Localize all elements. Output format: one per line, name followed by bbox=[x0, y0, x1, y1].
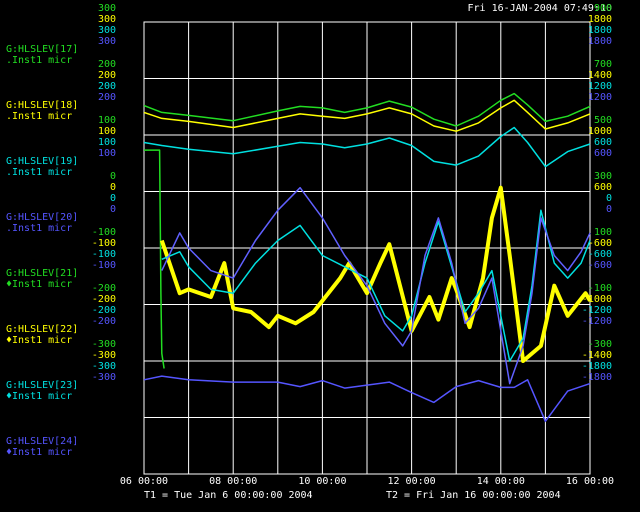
legend-name: G:HLSLEV[21] bbox=[6, 268, 78, 279]
x-tick-label: 08 00:00 bbox=[209, 476, 257, 487]
left-axis-tick: 300 bbox=[98, 14, 116, 25]
right-axis-tick: -1400 bbox=[582, 350, 612, 361]
left-axis-tick: -200 bbox=[92, 283, 116, 294]
series-line-19 bbox=[143, 126, 591, 168]
left-axis-tick: 0 bbox=[110, 193, 116, 204]
left-axis-tick: -100 bbox=[92, 249, 116, 260]
left-axis-tick: 100 bbox=[98, 148, 116, 159]
left-axis-tick: 0 bbox=[110, 204, 116, 215]
legend-desc: .Inst1 micr bbox=[6, 55, 72, 66]
x-axis-ticks: 06 00:00 08 00:00 10 00:00 12 00:00 14 00:00… bbox=[120, 476, 614, 487]
left-axis-tick: 100 bbox=[98, 126, 116, 137]
series-line-21 bbox=[144, 149, 165, 369]
legend-name: G:HLSLEV[20] bbox=[6, 212, 78, 223]
left-axis-tick: -200 bbox=[92, 305, 116, 316]
footer-t2: T2 = Fri Jan 16 00:00:00 2004 bbox=[386, 490, 561, 501]
left-axis-tick: -300 bbox=[92, 372, 116, 383]
right-axis-tick: -100 bbox=[588, 283, 612, 294]
x-tick-label: 14 00:00 bbox=[477, 476, 525, 487]
left-axis-tick: -200 bbox=[92, 316, 116, 327]
right-axis-tick: 600 bbox=[594, 137, 612, 148]
chart-title: Fri 16-JAN-2004 07:49:10 bbox=[468, 3, 613, 14]
left-axis-tick: 100 bbox=[98, 137, 116, 148]
right-axis-tick: 1800 bbox=[588, 36, 612, 47]
right-axis-tick: -600 bbox=[588, 238, 612, 249]
left-axis-tick: -100 bbox=[92, 260, 116, 271]
right-axis-labels: 900700500300100-100-300180014001000600-6… bbox=[582, 3, 612, 383]
left-axis-tick: 200 bbox=[98, 70, 116, 81]
right-axis-tick: 700 bbox=[594, 59, 612, 70]
right-axis-tick: 1200 bbox=[588, 92, 612, 103]
x-tick-label: 12 00:00 bbox=[388, 476, 436, 487]
series-legend: G:HLSLEV[17].Inst1 micrG:HLSLEV[18].Inst… bbox=[6, 44, 78, 458]
right-axis-tick: -1800 bbox=[582, 372, 612, 383]
plot-grid bbox=[143, 21, 591, 475]
legend-name: G:HLSLEV[23] bbox=[6, 380, 78, 391]
legend-desc: ♦Inst1 micr bbox=[6, 447, 72, 458]
x-tick-label: 10 00:00 bbox=[298, 476, 346, 487]
x-tick-label: 06 00:00 bbox=[120, 476, 168, 487]
right-axis-tick: 600 bbox=[594, 148, 612, 159]
right-axis-tick: -1200 bbox=[582, 316, 612, 327]
legend-desc: ♦Inst1 micr bbox=[6, 279, 72, 290]
right-axis-tick: -600 bbox=[588, 249, 612, 260]
left-axis-tick: 200 bbox=[98, 59, 116, 70]
left-axis-labels: 300 200 100 0 -100 -200 -300 300 200 100 0 -100 -200… bbox=[92, 3, 116, 383]
left-axis-tick: -300 bbox=[92, 339, 116, 350]
right-axis-tick: 0 bbox=[606, 204, 612, 215]
series-line-17 bbox=[143, 92, 591, 127]
right-axis-tick: -1200 bbox=[582, 305, 612, 316]
left-axis-tick: -100 bbox=[92, 238, 116, 249]
left-axis-tick: 300 bbox=[98, 36, 116, 47]
right-axis-tick: -1000 bbox=[582, 294, 612, 305]
right-axis-tick: 1800 bbox=[588, 25, 612, 36]
series-line-20 bbox=[143, 375, 591, 423]
series-line-22 bbox=[159, 185, 592, 363]
legend-desc: .Inst1 micr bbox=[6, 167, 72, 178]
right-axis-tick: 0 bbox=[606, 193, 612, 204]
left-axis-tick: 300 bbox=[98, 3, 116, 14]
left-axis-tick: -300 bbox=[92, 361, 116, 372]
legend-name: G:HLSLEV[17] bbox=[6, 44, 78, 55]
left-axis-tick: -100 bbox=[92, 227, 116, 238]
legend-desc: .Inst1 micr bbox=[6, 111, 72, 122]
legend-name: G:HLSLEV[19] bbox=[6, 156, 78, 167]
left-axis-tick: 300 bbox=[98, 25, 116, 36]
left-axis-tick: 0 bbox=[110, 182, 116, 193]
left-axis-tick: 100 bbox=[98, 115, 116, 126]
legend-name: G:HLSLEV[18] bbox=[6, 100, 78, 111]
x-tick-label: 16 00:00 bbox=[566, 476, 614, 487]
right-axis-tick: -300 bbox=[588, 339, 612, 350]
series-line-23 bbox=[161, 209, 591, 362]
left-axis-tick: -200 bbox=[92, 294, 116, 305]
series-line-24 bbox=[161, 186, 591, 385]
legend-desc: .Inst1 micr bbox=[6, 223, 72, 234]
right-axis-tick: 1200 bbox=[588, 81, 612, 92]
series-line-18 bbox=[143, 99, 591, 132]
left-axis-tick: 0 bbox=[110, 171, 116, 182]
right-axis-tick: 1000 bbox=[588, 126, 612, 137]
footer-t1: T1 = Tue Jan 6 00:00:00 2004 bbox=[144, 490, 313, 501]
right-axis-tick: 1400 bbox=[588, 70, 612, 81]
right-axis-tick: 900 bbox=[594, 3, 612, 14]
legend-desc: ♦Inst1 micr bbox=[6, 391, 72, 402]
right-axis-tick: 300 bbox=[594, 171, 612, 182]
right-axis-tick: 500 bbox=[594, 115, 612, 126]
right-axis-tick: 600 bbox=[594, 182, 612, 193]
series-lines bbox=[143, 92, 592, 423]
legend-desc: ♦Inst1 micr bbox=[6, 335, 72, 346]
right-axis-tick: -1800 bbox=[582, 361, 612, 372]
right-axis-tick: 1800 bbox=[588, 14, 612, 25]
legend-name: G:HLSLEV[22] bbox=[6, 324, 78, 335]
left-axis-tick: 200 bbox=[98, 81, 116, 92]
right-axis-tick: -600 bbox=[588, 260, 612, 271]
left-axis-tick: -300 bbox=[92, 350, 116, 361]
legend-name: G:HLSLEV[24] bbox=[6, 436, 78, 447]
left-axis-tick: 200 bbox=[98, 92, 116, 103]
right-axis-tick: 100 bbox=[594, 227, 612, 238]
